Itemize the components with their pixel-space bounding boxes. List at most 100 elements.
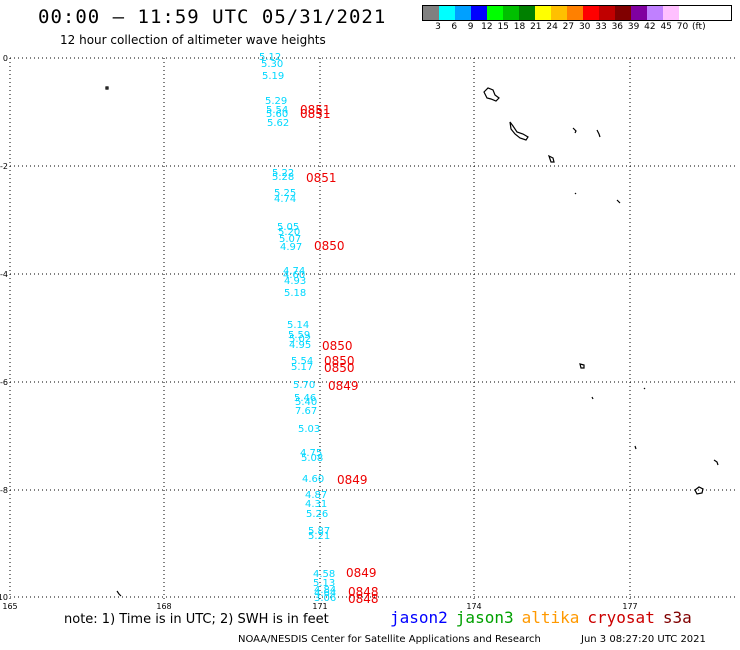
legend-tick-label: 42 <box>644 22 656 32</box>
wave-height-label: 4.74 <box>274 194 296 205</box>
mission-name: jason2 <box>390 608 448 627</box>
legend-swatch <box>503 6 519 20</box>
legend-tick-label: 15 <box>497 22 509 32</box>
wave-height-label: 4.95 <box>289 340 311 351</box>
legend-swatch <box>471 6 487 20</box>
wave-height-label: 5.54 <box>266 105 288 116</box>
mission-name: cryosat <box>587 608 655 627</box>
wave-height-label: 4.60 <box>302 474 324 485</box>
longitude-label: 171 <box>312 602 327 611</box>
legend-swatch <box>631 6 647 20</box>
wave-height-label: 5.07 <box>279 234 301 245</box>
mission-name: altika <box>521 608 580 627</box>
legend-swatch <box>487 6 503 20</box>
legend-swatch <box>583 6 599 20</box>
island-outline <box>574 192 577 195</box>
legend-tick-label: 12 <box>481 22 493 32</box>
wave-height-label: 5.17 <box>291 362 313 373</box>
color-legend: 3 6 9 12 15 18 21 24 27 30 33 36 39 42 45 70 (ft) <box>422 5 732 35</box>
wave-height-label: 4.64 <box>314 588 336 599</box>
legend-tick-label: 36 <box>611 22 624 32</box>
wave-height-label: 5.60 <box>266 109 288 120</box>
wave-height-label: 5.40 <box>295 397 317 408</box>
wave-height-label: 5.22 <box>272 168 294 179</box>
wave-height-label: 5.87 <box>308 526 330 537</box>
wave-height-label: 5.18 <box>284 288 306 299</box>
island-outline <box>483 87 500 102</box>
pass-time-label: 0851 <box>300 107 331 121</box>
island-outline <box>643 387 646 390</box>
longitude-label: 165 <box>2 602 17 611</box>
island-outline <box>634 445 637 450</box>
pass-time-label: 0850 <box>322 339 353 353</box>
wave-height-label: 5.59 <box>288 330 310 341</box>
legend-tick-label: 39 <box>627 22 640 32</box>
wave-height-label: 5.12 <box>259 52 281 63</box>
legend-tick-label: 18 <box>513 22 526 32</box>
legend-swatch <box>439 6 455 20</box>
map-subtitle: 12 hour collection of altimeter wave hei… <box>60 33 326 47</box>
legend-swatch <box>615 6 631 20</box>
legend-tick-label: 30 <box>578 22 591 32</box>
latitude-label: -6 <box>0 378 8 387</box>
island-outline <box>572 127 577 134</box>
wave-height-label: 5.29 <box>265 96 287 107</box>
credit-text: NOAA/NESDIS Center for Satellite Applica… <box>238 634 541 645</box>
island-outline <box>547 154 555 163</box>
time-labels: 0851085108510850085008500850084908490849… <box>300 103 379 606</box>
legend-tick-label: (ft) <box>692 22 706 32</box>
wave-height-labels: 5.125.305.195.295.545.605.625.225.285.25… <box>259 52 336 604</box>
island-outlines <box>105 86 719 597</box>
pass-time-label: 0849 <box>346 566 377 580</box>
pass-time-label: 0850 <box>324 354 355 368</box>
legend-swatch <box>567 6 583 20</box>
latitude-label: -10 <box>0 593 8 602</box>
legend-tick-label: 6 <box>451 22 458 32</box>
wave-height-label: 4.84 <box>314 585 336 596</box>
wave-height-label: 5.13 <box>313 578 335 589</box>
island-outline <box>105 86 109 90</box>
legend-tick-label: 21 <box>530 22 542 32</box>
pass-time-label: 0848 <box>348 585 379 599</box>
legend-tick-label: 24 <box>546 22 558 32</box>
latitude-label: -8 <box>0 486 8 495</box>
wave-height-label: 4.87 <box>305 490 327 501</box>
wave-height-label: 5.03 <box>298 424 320 435</box>
longitude-label: 177 <box>622 602 637 611</box>
wave-height-label: 5.30 <box>261 59 283 70</box>
legend-swatch <box>535 6 551 20</box>
wave-height-label: 5.26 <box>306 509 328 520</box>
island-outline <box>509 121 529 141</box>
pass-time-label: 0849 <box>337 473 368 487</box>
legend-swatch <box>663 6 679 20</box>
legend-swatch <box>519 6 535 20</box>
island-outline <box>713 459 719 466</box>
legend-tick-label: 45 <box>660 22 672 32</box>
wave-height-label: 4.93 <box>284 276 306 287</box>
wave-height-label: 5.05 <box>277 222 299 233</box>
pass-time-label: 0849 <box>328 379 359 393</box>
note-text: note: 1) Time is in UTC; 2) SWH is in fe… <box>64 612 329 627</box>
pass-time-label: 0851 <box>300 103 331 117</box>
legend-swatch <box>599 6 615 20</box>
legend-swatch <box>551 6 567 20</box>
legend-swatch <box>455 6 471 20</box>
island-outline <box>694 486 704 495</box>
pass-time-label: 0850 <box>314 239 345 253</box>
wave-height-label: 5.20 <box>278 227 300 238</box>
mission-name: s3a <box>662 608 692 627</box>
wave-height-label: 5.54 <box>291 356 313 367</box>
legend-ticks: 3 6 9 12 15 18 21 24 27 30 33 36 39 42 45 70 (ft) <box>422 21 732 35</box>
legend-swatch <box>423 6 439 20</box>
wave-height-label: 3.06 <box>314 593 336 604</box>
wave-height-label: 5.28 <box>272 172 294 183</box>
wave-height-label: 5.08 <box>301 453 323 464</box>
wave-height-label: 4.31 <box>305 499 327 510</box>
wave-height-label: 5.14 <box>287 320 309 331</box>
wave-height-label: 5.02 <box>289 334 311 345</box>
generated-timestamp: Jun 3 08:27:20 UTC 2021 <box>581 634 706 645</box>
wave-height-label: 4.60 <box>283 270 305 281</box>
pass-time-label: 0848 <box>348 592 379 606</box>
